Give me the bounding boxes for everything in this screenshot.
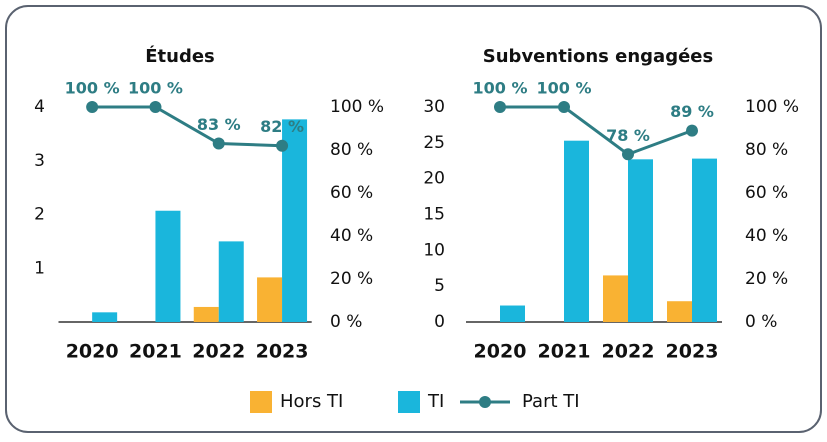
legend-swatch (398, 391, 420, 413)
y-tick-label: 15 (423, 205, 445, 225)
y2-tick-label: 0 % (330, 312, 362, 332)
y-tick-label: 25 (423, 133, 445, 153)
line (500, 105, 693, 156)
line-point (149, 101, 162, 113)
value-label: 100 % (128, 79, 183, 98)
bar (193, 306, 219, 322)
value-label: 100 % (65, 79, 120, 98)
y2-tick-label: 20 % (330, 269, 373, 289)
bar (500, 305, 525, 322)
line-point (686, 124, 698, 137)
y-tick-label: 3 (34, 151, 45, 171)
y-tick-label: 0 (434, 312, 445, 332)
line-point (622, 148, 634, 161)
x-tick-label: 2021 (129, 341, 182, 363)
value-label: 89 % (670, 102, 714, 121)
y2-tick-label: 40 % (330, 226, 373, 246)
y-tick-label: 5 (434, 276, 445, 296)
y-tick-label: 20 (423, 169, 445, 189)
value-label: 100 % (537, 79, 592, 98)
bar (282, 119, 308, 322)
y-tick-label: 4 (34, 97, 45, 117)
value-label: 82 % (260, 117, 304, 136)
x-tick-label: 2022 (602, 341, 655, 363)
bar (155, 210, 181, 322)
x-tick-label: 2020 (474, 341, 527, 363)
bar (603, 275, 628, 322)
x-tick-label: 2020 (66, 341, 119, 363)
y2-tick-label: 40 % (745, 226, 788, 246)
value-label: 100 % (473, 79, 528, 98)
line-point (558, 101, 570, 113)
y2-tick-label: 60 % (330, 183, 373, 203)
y-tick-label: 30 (423, 97, 445, 117)
y2-tick-label: 100 % (745, 97, 799, 117)
bar (667, 301, 692, 322)
bar (692, 158, 717, 322)
panel-border (5, 5, 822, 433)
legend-dot (479, 396, 491, 408)
line-point (276, 139, 289, 152)
y2-tick-label: 20 % (745, 269, 788, 289)
bar (92, 312, 118, 322)
legend-swatch (250, 391, 272, 413)
bar (218, 241, 244, 322)
y2-tick-label: 80 % (745, 140, 788, 160)
y2-tick-label: 60 % (745, 183, 788, 203)
x-tick-label: 2022 (192, 341, 245, 363)
bar (564, 140, 589, 322)
value-label: 78 % (606, 126, 650, 145)
value-label: 83 % (197, 115, 241, 134)
y-tick-label: 10 (423, 240, 445, 260)
bar (257, 277, 283, 322)
y2-tick-label: 100 % (330, 97, 384, 117)
y-tick-label: 1 (34, 258, 45, 278)
line (92, 105, 283, 148)
x-tick-label: 2023 (256, 341, 309, 363)
line-point (212, 137, 225, 150)
line-point (494, 101, 506, 113)
x-tick-label: 2023 (666, 341, 719, 363)
legend-label: TI (427, 391, 444, 412)
legend-label: Hors TI (280, 391, 343, 412)
x-tick-label: 2021 (538, 341, 591, 363)
y-tick-label: 2 (34, 205, 45, 225)
chart-title: Subventions engagées (483, 46, 713, 67)
legend-label: Part TI (522, 391, 580, 412)
y2-tick-label: 80 % (330, 140, 373, 160)
line-point (86, 101, 99, 113)
y2-tick-label: 0 % (745, 312, 777, 332)
chart-title: Études (145, 45, 215, 67)
bar (628, 159, 653, 322)
